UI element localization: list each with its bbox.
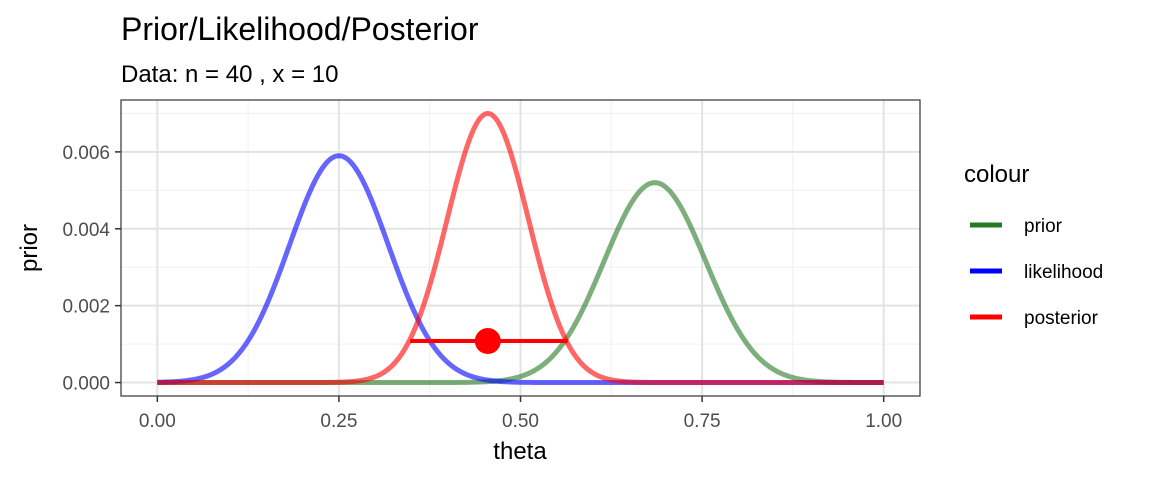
x-axis-title: theta	[493, 438, 547, 465]
chart-subtitle: Data: n = 40 , x = 10	[121, 61, 338, 88]
legend-label-likelihood: likelihood	[1024, 262, 1103, 283]
interval-layer	[410, 328, 568, 355]
y-tick-label: 0.004	[62, 220, 110, 241]
y-tick-label: 0.002	[62, 297, 110, 318]
x-axis-ticks: 0.00 0.25 0.50 0.75 1.00	[139, 396, 902, 432]
legend-title: colour	[964, 161, 1029, 188]
series-line-posterior	[156, 110, 885, 386]
y-axis-title: prior	[16, 224, 43, 272]
x-tick-label: 1.00	[865, 411, 902, 432]
plot-panel	[120, 99, 921, 397]
legend-label-posterior: posterior	[1024, 308, 1099, 329]
y-tick-label: 0.000	[62, 374, 110, 395]
x-tick-label: 0.50	[502, 411, 539, 432]
x-tick-label: 0.75	[684, 411, 721, 432]
legend: colour prior likelihood posterior	[964, 161, 1103, 329]
curves	[156, 110, 885, 386]
y-tick-label: 0.006	[62, 143, 110, 164]
y-axis-ticks: 0.000 0.002 0.004 0.006	[62, 143, 121, 395]
x-tick-label: 0.25	[320, 411, 357, 432]
legend-label-prior: prior	[1024, 216, 1063, 237]
x-tick-label: 0.00	[139, 411, 176, 432]
chart-title: Prior/Likelihood/Posterior	[121, 11, 479, 47]
interval-point	[474, 328, 501, 355]
